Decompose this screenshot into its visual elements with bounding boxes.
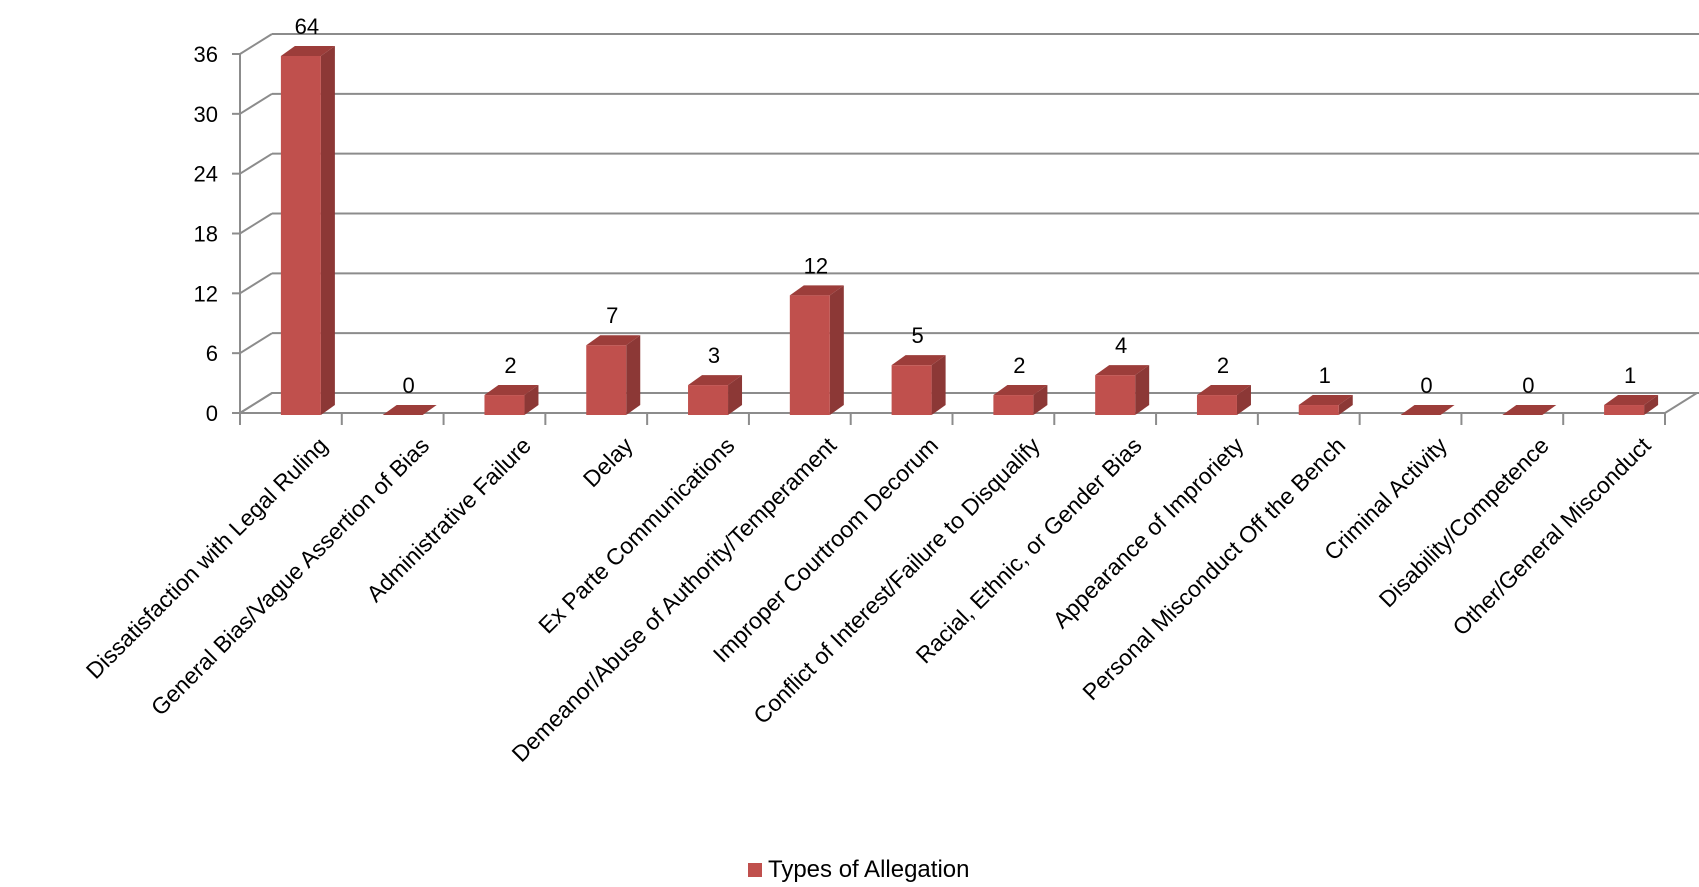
category-label: Appearance of Improriety — [1048, 432, 1249, 633]
data-label: 0 — [1420, 373, 1432, 398]
y-tick-label: 30 — [194, 102, 218, 127]
bar-top — [789, 285, 844, 296]
chart-floor — [236, 392, 1699, 414]
bar-front — [993, 395, 1034, 415]
y-tick-label: 18 — [194, 222, 218, 247]
y-tick-label: 6 — [206, 341, 218, 366]
legend-swatch — [748, 863, 762, 877]
gridline-side-6 — [239, 332, 273, 355]
y-tick-label: 12 — [194, 281, 218, 306]
y-tick-label: 24 — [194, 162, 218, 187]
bar — [891, 355, 946, 415]
bar — [484, 385, 539, 415]
bar-side — [829, 285, 844, 415]
gridline-side-12 — [239, 272, 273, 295]
bar — [688, 375, 743, 415]
bar-top — [1196, 385, 1251, 396]
data-label: 64 — [295, 14, 319, 39]
data-label: 3 — [708, 343, 720, 368]
data-label: 2 — [1013, 353, 1025, 378]
bar-side — [931, 355, 946, 415]
bar-top — [280, 46, 335, 56]
bar-top — [1400, 405, 1455, 415]
data-label: 12 — [804, 253, 828, 278]
bar-top — [1298, 395, 1353, 406]
legend-label: Types of Allegation — [768, 856, 970, 883]
category-label: Other/General Misconduct — [1447, 432, 1656, 641]
data-label: 7 — [606, 303, 618, 328]
bar — [280, 46, 335, 415]
bar-front — [688, 385, 729, 415]
bar — [1298, 395, 1353, 415]
bar-top — [1502, 405, 1557, 415]
gridline-side-36 — [239, 33, 273, 55]
data-label: 1 — [1319, 363, 1331, 388]
bar — [382, 405, 437, 415]
bar-front — [1298, 405, 1339, 415]
data-label: 2 — [504, 353, 516, 378]
bar-front — [484, 395, 525, 415]
data-label: 2 — [1217, 353, 1229, 378]
bar-front — [280, 56, 321, 415]
bar-front — [1095, 375, 1136, 415]
bar-front — [1604, 405, 1645, 415]
data-label: 5 — [911, 323, 923, 348]
bar — [1095, 365, 1150, 415]
bar-side — [1644, 395, 1659, 415]
bar-top — [382, 405, 437, 415]
data-label: 0 — [403, 373, 415, 398]
bar-side — [320, 46, 335, 415]
bar-side — [524, 385, 539, 415]
bar — [1604, 395, 1659, 415]
bar-top — [1095, 365, 1150, 376]
bar-top — [688, 375, 743, 386]
bar-side — [626, 335, 641, 415]
bar-top — [891, 355, 946, 366]
bar-front — [891, 365, 932, 415]
category-label: Administrative Failure — [361, 432, 536, 607]
bar-side — [1135, 365, 1150, 415]
bar — [1196, 385, 1251, 415]
y-tick-label: 36 — [194, 42, 218, 67]
bar-top — [586, 335, 641, 346]
gridline-side-30 — [239, 92, 273, 115]
bar-side — [1236, 385, 1251, 415]
bar-side — [1338, 395, 1353, 415]
bar-top — [1604, 395, 1659, 406]
bar-front — [789, 295, 830, 415]
bar — [1502, 405, 1557, 415]
gridline-side-24 — [239, 152, 273, 175]
data-label: 1 — [1624, 363, 1636, 388]
bar-side — [728, 375, 743, 415]
bar-top — [993, 385, 1048, 396]
category-label: Delay — [578, 432, 638, 492]
y-tick-label: 0 — [206, 401, 218, 426]
bar-side — [1033, 385, 1048, 415]
bar — [1400, 405, 1455, 415]
bar-top — [484, 385, 539, 396]
gridline-side-18 — [239, 212, 273, 235]
bar — [993, 385, 1048, 415]
bar-front — [1196, 395, 1237, 415]
category-label: Ex Parte Communications — [533, 432, 739, 638]
bar — [586, 335, 641, 415]
bar-front — [586, 345, 627, 415]
data-label: 4 — [1115, 333, 1127, 358]
bar — [789, 285, 844, 415]
legend: Types of Allegation — [748, 856, 969, 884]
category-label: Disability/Competence — [1374, 432, 1554, 612]
data-label: 0 — [1522, 373, 1534, 398]
